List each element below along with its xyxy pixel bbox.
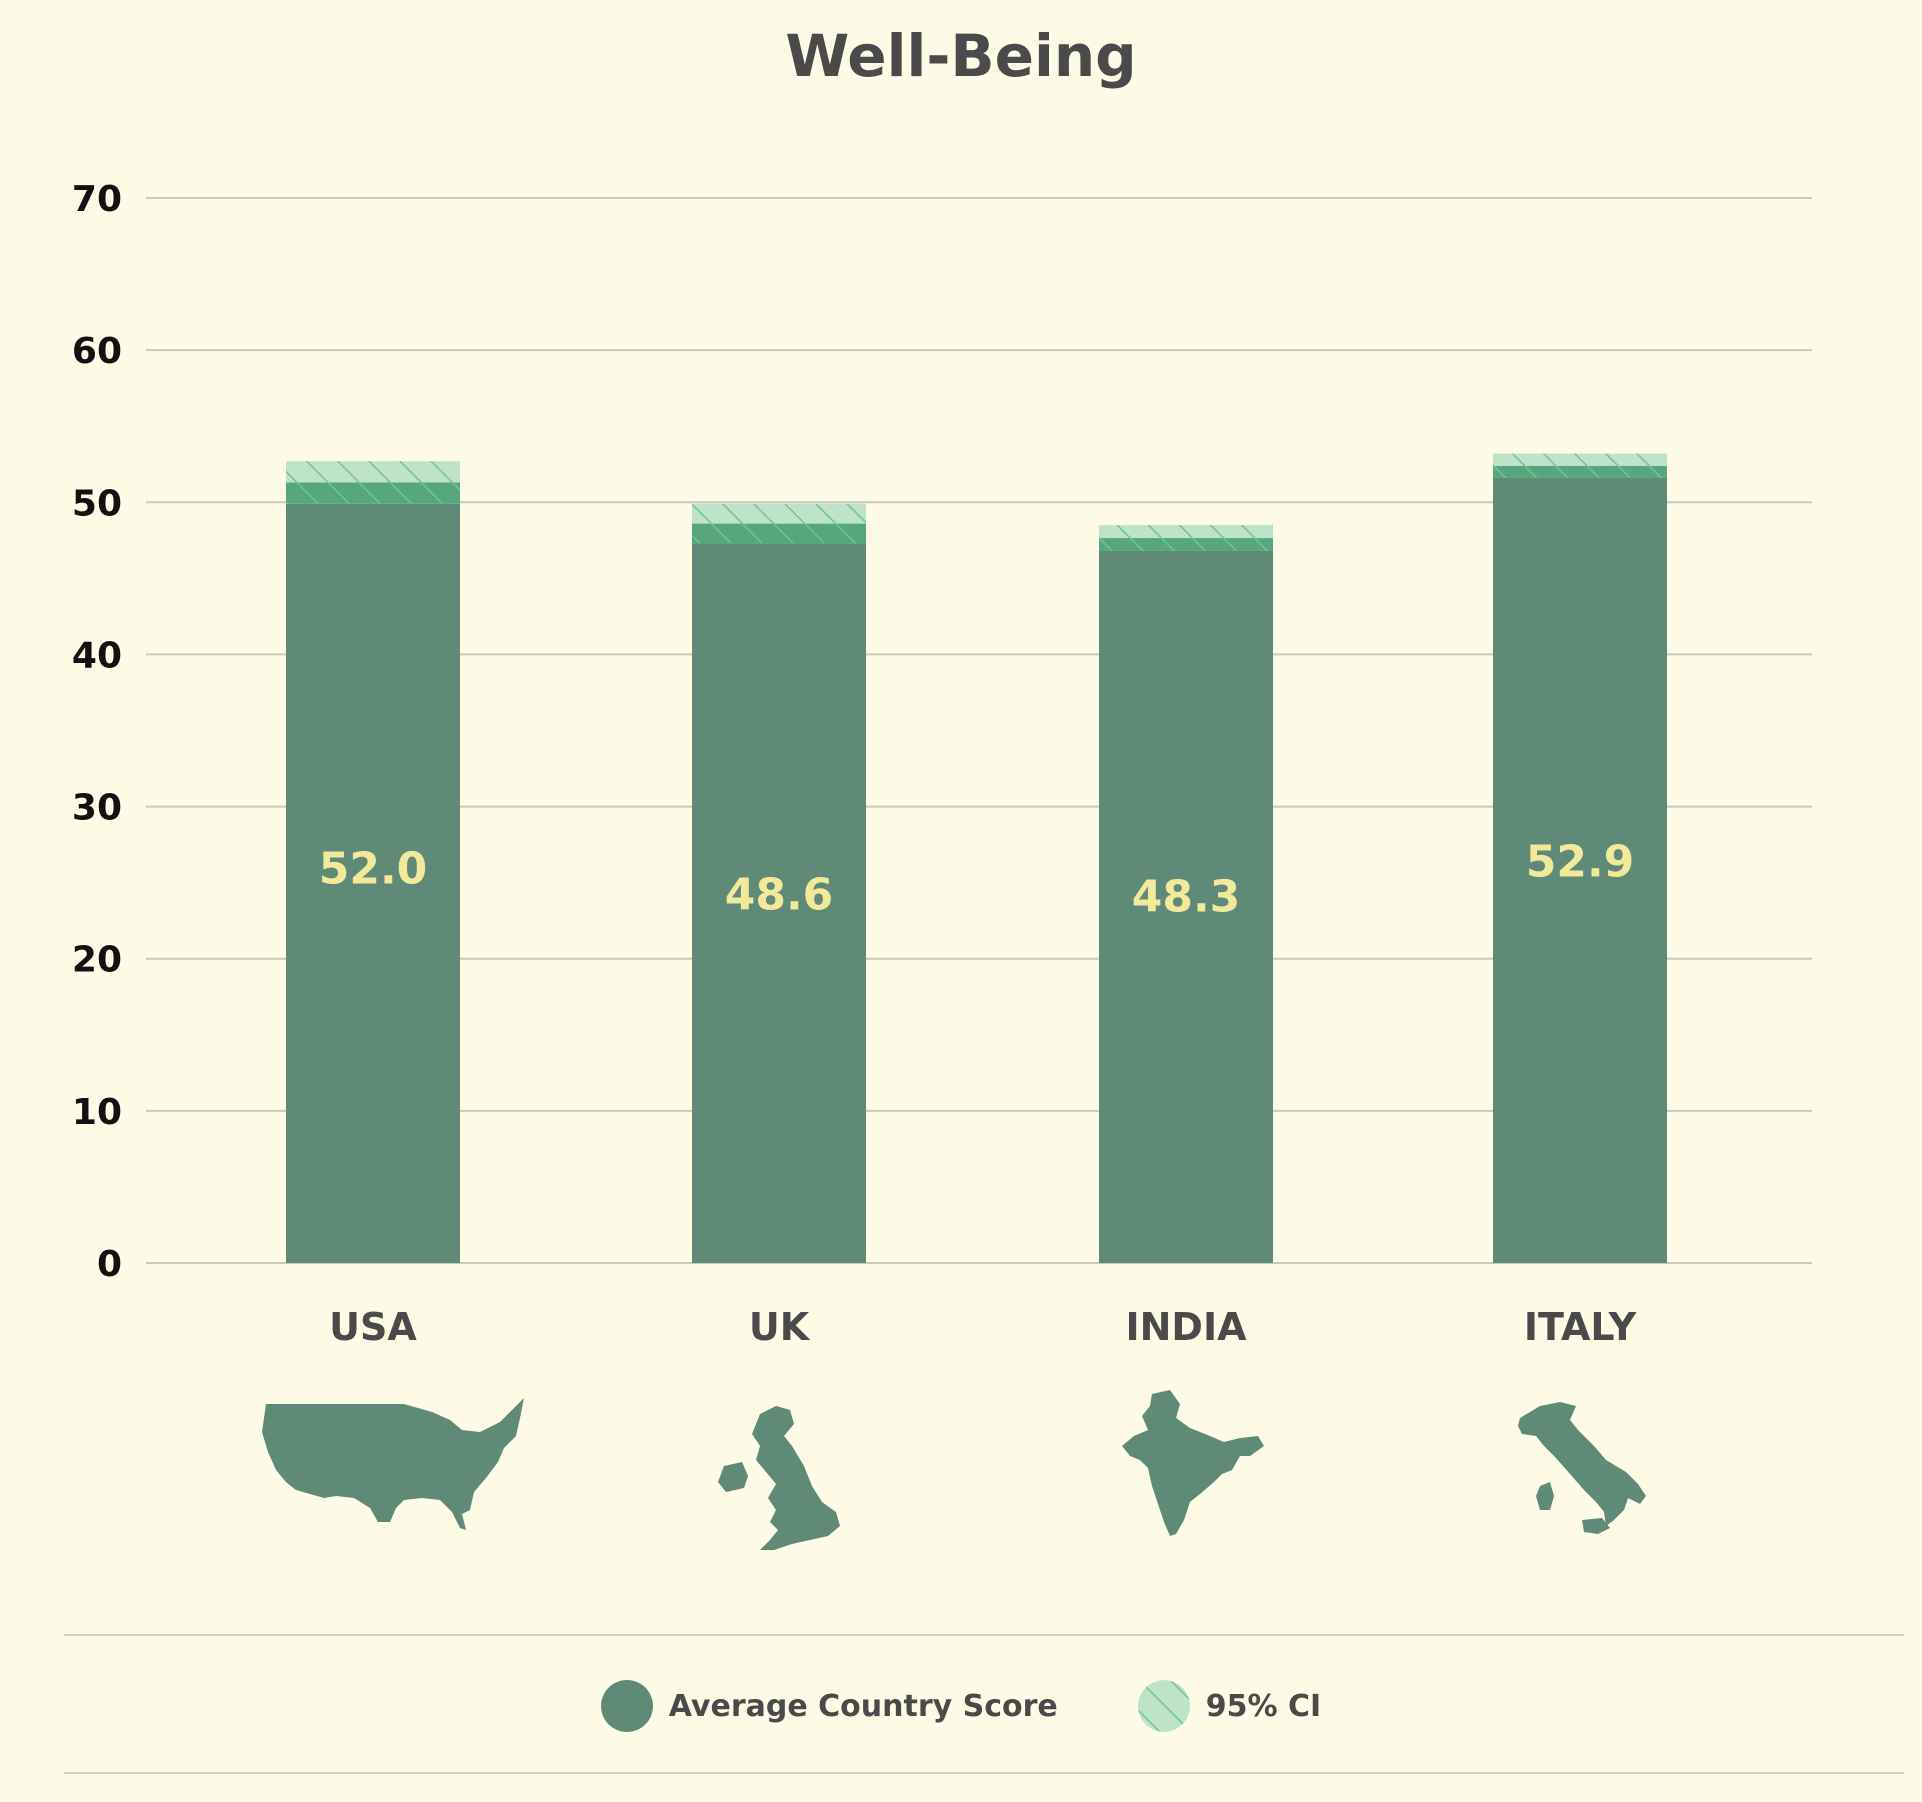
india-map-icon bbox=[1122, 1390, 1264, 1536]
y-tick-label: 20 bbox=[72, 940, 122, 981]
x-axis-categories: USA UK INDIA ITALY bbox=[329, 1305, 1636, 1349]
legend-label-ci: 95% CI bbox=[1205, 1688, 1322, 1724]
value-label-usa: 52.0 bbox=[319, 843, 428, 894]
legend-bottom-divider bbox=[64, 1772, 1904, 1774]
italy-map-icon bbox=[1518, 1402, 1646, 1534]
usa-map-icon bbox=[262, 1398, 524, 1530]
legend: Average Country Score 95% CI bbox=[0, 1676, 1922, 1736]
legend-label-average: Average Country Score bbox=[668, 1688, 1058, 1724]
chart-title: Well-Being bbox=[785, 22, 1137, 90]
legend-item-average: Average Country Score bbox=[600, 1680, 1058, 1732]
y-tick-label: 50 bbox=[72, 483, 122, 524]
x-category-india: INDIA bbox=[1125, 1305, 1247, 1349]
ci-hatch-uk bbox=[692, 503, 866, 544]
y-tick-label: 30 bbox=[72, 788, 122, 829]
uk-map-icon bbox=[718, 1406, 840, 1550]
x-category-uk: UK bbox=[749, 1305, 811, 1349]
y-tick-label: 60 bbox=[72, 331, 122, 372]
ci-hatch-india bbox=[1099, 525, 1273, 551]
x-category-italy: ITALY bbox=[1524, 1305, 1637, 1349]
y-tick-label: 0 bbox=[97, 1244, 122, 1285]
bar-uk bbox=[692, 543, 866, 1263]
y-axis-ticks: 0 10 20 30 40 50 60 70 bbox=[72, 179, 122, 1285]
bar-india bbox=[1099, 550, 1273, 1263]
x-category-usa: USA bbox=[329, 1305, 417, 1349]
y-tick-label: 70 bbox=[72, 179, 122, 220]
value-label-uk: 48.6 bbox=[725, 869, 834, 920]
bars: 52.0 48.6 48.3 52.9 bbox=[286, 453, 1667, 1263]
bar-italy bbox=[1493, 477, 1667, 1263]
value-label-india: 48.3 bbox=[1132, 872, 1241, 923]
ci-swatch-icon bbox=[1137, 1680, 1190, 1732]
legend-item-ci: 95% CI bbox=[1137, 1680, 1322, 1732]
bar-usa bbox=[286, 503, 460, 1263]
legend-top-divider bbox=[64, 1634, 1904, 1636]
ci-hatch-italy bbox=[1493, 453, 1667, 478]
y-tick-label: 10 bbox=[72, 1092, 122, 1133]
ci-hatch-usa bbox=[286, 461, 460, 504]
y-tick-label: 40 bbox=[72, 635, 122, 676]
value-label-italy: 52.9 bbox=[1526, 837, 1635, 888]
average-score-swatch-icon bbox=[600, 1680, 653, 1732]
